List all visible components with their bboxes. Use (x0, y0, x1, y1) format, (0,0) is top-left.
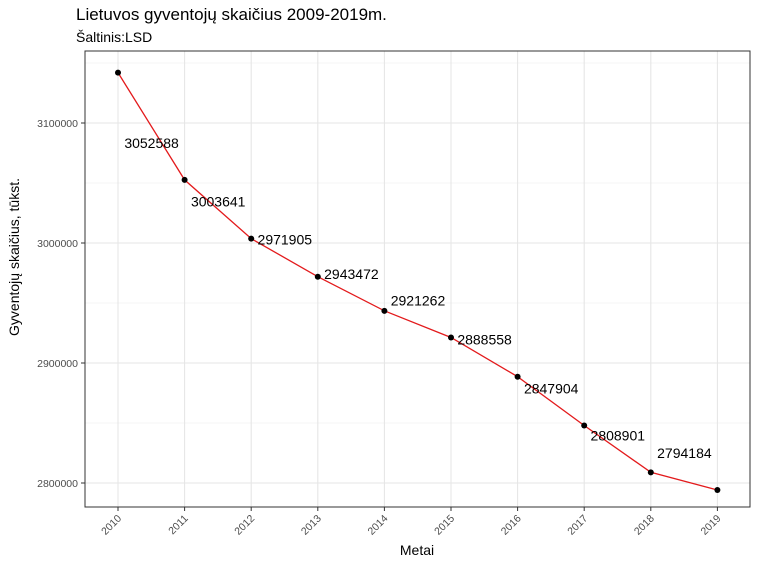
data-label: 2921262 (391, 292, 446, 308)
y-tick-label: 2900000 (37, 358, 78, 370)
data-label: 2971905 (258, 232, 313, 248)
data-labels: 3052588 3003641 2971905 2943472 2921262 28885… (124, 135, 712, 461)
x-axis-title: Metai (400, 542, 434, 558)
y-tick-label: 3000000 (37, 238, 78, 250)
data-label: 2794184 (657, 445, 712, 461)
data-point (581, 422, 588, 429)
x-tick-label: 2015 (432, 513, 457, 538)
x-tick-label: 2016 (499, 513, 524, 538)
series-line (115, 69, 721, 493)
data-line (117, 72, 718, 491)
x-tick-label: 2019 (699, 513, 724, 538)
axis-ticks: 2800000 2900000 3000000 3100000 2010 2011 2012… (37, 118, 724, 538)
x-tick-label: 2017 (565, 513, 590, 538)
x-tick-label: 2011 (166, 513, 191, 538)
data-point (714, 486, 721, 493)
data-point (314, 273, 321, 280)
x-tick-label: 2010 (99, 513, 124, 538)
data-label: 3003641 (191, 194, 246, 210)
data-point (448, 334, 454, 341)
x-tick-label: 2013 (299, 513, 324, 538)
y-axis-title: Gyventojų skaičius, tūkst. (6, 178, 22, 336)
grid (85, 51, 750, 507)
data-label: 3052588 (124, 135, 179, 151)
y-tick-label: 3100000 (37, 118, 78, 130)
data-label: 2808901 (591, 427, 646, 443)
data-label: 2943472 (324, 266, 379, 282)
data-point (514, 373, 521, 380)
data-point (115, 69, 121, 76)
x-tick-label: 2014 (366, 513, 391, 538)
chart-title: Lietuvos gyventojų skaičius 2009-2019m. (76, 5, 387, 24)
data-point (181, 176, 188, 183)
x-tick-label: 2012 (232, 513, 257, 538)
x-tick-label: 2018 (632, 513, 657, 538)
data-label: 2888558 (457, 332, 512, 348)
data-label: 2847904 (524, 381, 579, 397)
plot-border (84, 50, 751, 508)
data-point (381, 307, 388, 314)
data-point (647, 469, 654, 476)
chart-subtitle: Šaltinis:LSD (76, 29, 153, 45)
data-point (248, 235, 255, 242)
y-tick-label: 2800000 (37, 478, 78, 490)
